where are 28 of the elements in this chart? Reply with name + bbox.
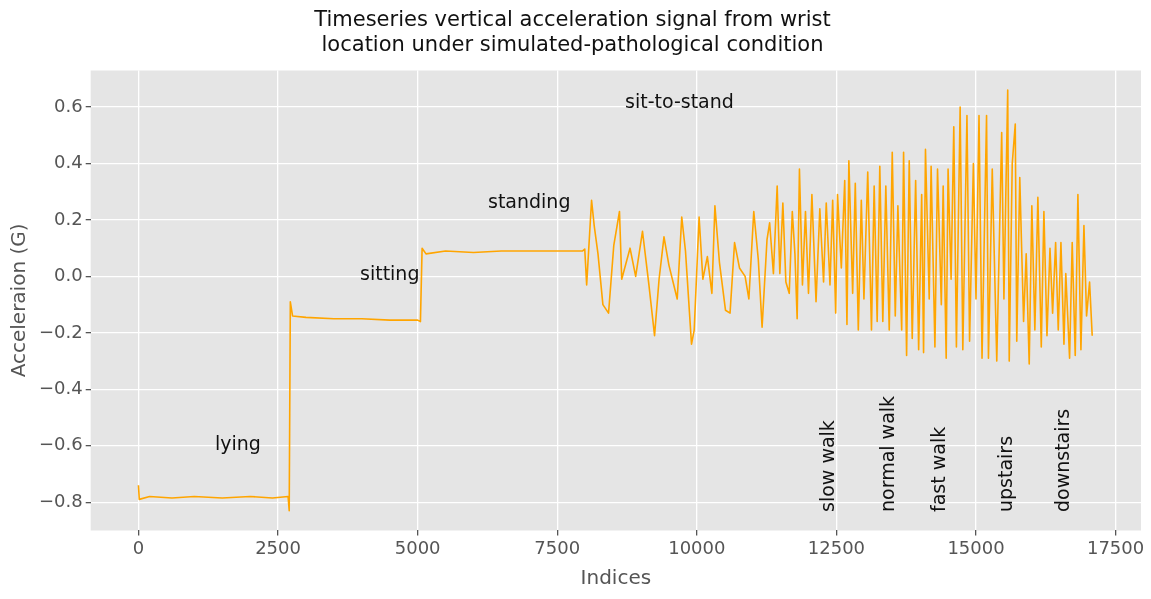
y-tick-label: 0.4 <box>54 151 83 173</box>
y-tick-label: −0.4 <box>38 376 83 398</box>
y-tick-label: −0.2 <box>38 320 83 342</box>
annotation: fast walk <box>927 426 950 512</box>
x-tick-label: 2500 <box>255 536 301 558</box>
y-tick-label: 0.0 <box>54 264 83 286</box>
y-tick-label: −0.8 <box>38 489 83 511</box>
x-axis-title: Indices <box>580 565 652 590</box>
x-tick-label: 5000 <box>394 536 441 558</box>
x-tick-label: 7500 <box>534 536 581 558</box>
annotation: sitting <box>360 262 420 284</box>
y-tick-label: 0.6 <box>54 94 83 116</box>
x-tick-label: 12500 <box>807 536 866 558</box>
annotation: standing <box>488 190 571 212</box>
chart-title: Timeseries vertical acceleration signal from wrist location under simulated-pathological condition <box>313 7 831 57</box>
annotation: normal walk <box>876 395 899 512</box>
annotation: lying <box>215 432 261 454</box>
y-axis-title: Acceleraion (G) <box>6 223 31 378</box>
annotation: sit-to-stand <box>625 90 734 112</box>
x-tick-label: 15000 <box>947 536 1005 558</box>
x-tick-label: 0 <box>132 536 145 558</box>
x-tick-label: 10000 <box>668 536 726 558</box>
annotation: downstairs <box>1051 408 1074 512</box>
y-tick-label: 0.2 <box>54 207 83 229</box>
annotation: upstairs <box>994 435 1017 512</box>
y-tick-label: −0.6 <box>38 433 83 455</box>
annotation: slow walk <box>816 420 839 512</box>
x-tick-label: 17500 <box>1086 536 1145 558</box>
